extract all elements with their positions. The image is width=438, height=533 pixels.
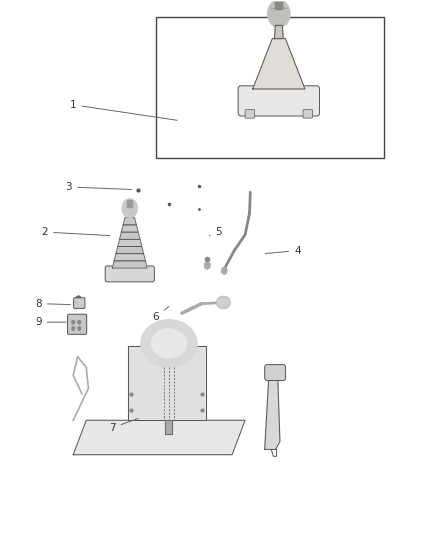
- Polygon shape: [265, 373, 280, 449]
- Text: 1: 1: [70, 100, 177, 120]
- Text: 3: 3: [66, 182, 131, 192]
- FancyBboxPatch shape: [245, 110, 254, 118]
- Circle shape: [122, 199, 138, 217]
- Ellipse shape: [217, 298, 230, 308]
- Polygon shape: [127, 200, 132, 207]
- Text: 6: 6: [152, 306, 169, 322]
- FancyBboxPatch shape: [238, 86, 320, 116]
- Polygon shape: [123, 217, 136, 225]
- Text: 7: 7: [109, 418, 138, 433]
- FancyBboxPatch shape: [74, 298, 85, 309]
- FancyBboxPatch shape: [303, 110, 313, 118]
- FancyBboxPatch shape: [265, 365, 286, 381]
- FancyBboxPatch shape: [67, 314, 87, 334]
- Ellipse shape: [152, 328, 187, 358]
- Polygon shape: [276, 2, 283, 10]
- Text: 2: 2: [42, 227, 110, 237]
- Text: 4: 4: [265, 246, 300, 256]
- Polygon shape: [118, 239, 142, 246]
- Circle shape: [221, 267, 227, 274]
- Text: 8: 8: [35, 298, 71, 309]
- Polygon shape: [116, 246, 144, 254]
- Polygon shape: [275, 26, 283, 38]
- Bar: [156, 17, 385, 158]
- Polygon shape: [113, 261, 147, 268]
- Ellipse shape: [216, 296, 230, 309]
- FancyBboxPatch shape: [105, 266, 154, 282]
- Circle shape: [71, 320, 75, 324]
- Circle shape: [78, 320, 81, 324]
- Polygon shape: [121, 225, 138, 232]
- Polygon shape: [120, 232, 140, 239]
- Ellipse shape: [141, 319, 197, 367]
- Polygon shape: [166, 420, 173, 433]
- Text: 5: 5: [209, 227, 223, 237]
- Text: 9: 9: [35, 317, 66, 327]
- Polygon shape: [73, 420, 245, 455]
- Circle shape: [78, 326, 81, 330]
- Polygon shape: [127, 346, 206, 420]
- Polygon shape: [114, 254, 145, 261]
- Circle shape: [268, 0, 290, 28]
- Polygon shape: [253, 38, 305, 89]
- Circle shape: [71, 326, 75, 330]
